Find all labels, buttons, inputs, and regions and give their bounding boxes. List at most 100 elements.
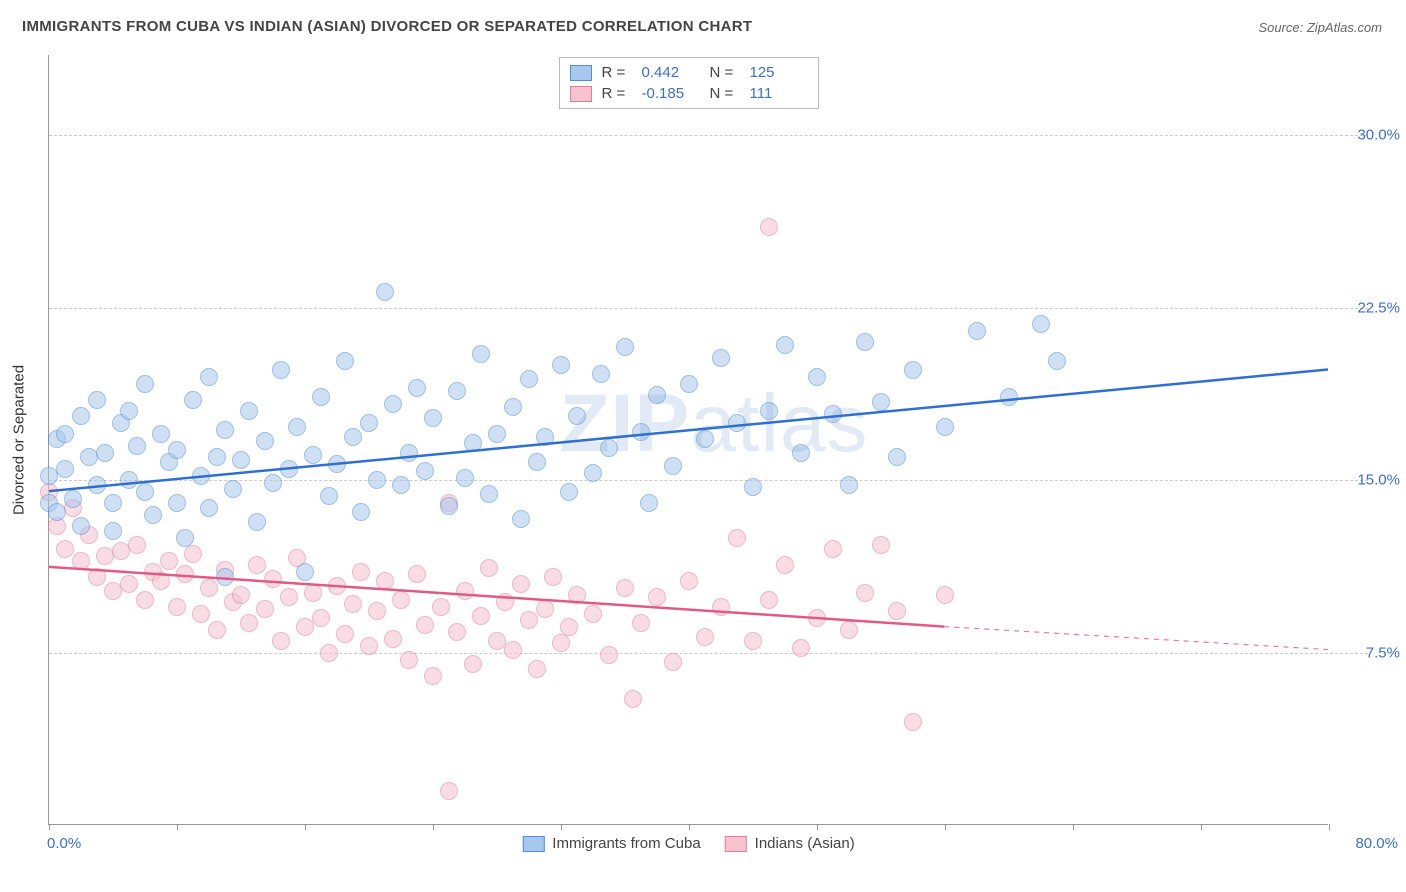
- x-tick: [689, 824, 690, 830]
- x-tick: [305, 824, 306, 830]
- point-blue: [696, 430, 714, 448]
- point-blue: [168, 441, 186, 459]
- point-blue: [96, 444, 114, 462]
- point-pink: [760, 591, 778, 609]
- point-blue: [168, 494, 186, 512]
- point-pink: [776, 556, 794, 574]
- point-blue: [936, 418, 954, 436]
- point-pink: [184, 545, 202, 563]
- point-blue: [904, 361, 922, 379]
- point-blue: [568, 407, 586, 425]
- point-blue: [1000, 388, 1018, 406]
- legend-swatch: [570, 86, 592, 102]
- legend-r-value: 0.442: [642, 64, 700, 81]
- legend-series: Immigrants from CubaIndians (Asian): [522, 835, 854, 852]
- point-blue: [320, 487, 338, 505]
- point-blue: [184, 391, 202, 409]
- point-blue: [648, 386, 666, 404]
- point-blue: [128, 437, 146, 455]
- point-blue: [472, 345, 490, 363]
- point-blue: [664, 457, 682, 475]
- scatter-points: [49, 55, 1328, 824]
- point-blue: [200, 368, 218, 386]
- x-tick: [177, 824, 178, 830]
- point-blue: [192, 467, 210, 485]
- x-tick-max: 80.0%: [1355, 835, 1398, 852]
- x-tick: [945, 824, 946, 830]
- point-blue: [528, 453, 546, 471]
- point-blue: [64, 490, 82, 508]
- point-pink: [496, 593, 514, 611]
- legend-n-value: 111: [750, 85, 808, 102]
- point-pink: [744, 632, 762, 650]
- x-tick: [1329, 824, 1330, 830]
- point-pink: [304, 584, 322, 602]
- point-pink: [384, 630, 402, 648]
- point-blue: [440, 497, 458, 515]
- point-blue: [288, 418, 306, 436]
- point-blue: [776, 336, 794, 354]
- point-blue: [304, 446, 322, 464]
- point-blue: [712, 349, 730, 367]
- point-blue: [72, 517, 90, 535]
- point-blue: [264, 474, 282, 492]
- point-pink: [136, 591, 154, 609]
- y-tick-label: 7.5%: [1366, 644, 1400, 661]
- point-blue: [824, 405, 842, 423]
- point-pink: [400, 651, 418, 669]
- point-pink: [344, 595, 362, 613]
- point-blue: [136, 483, 154, 501]
- chart-title: IMMIGRANTS FROM CUBA VS INDIAN (ASIAN) D…: [22, 18, 752, 35]
- point-blue: [504, 398, 522, 416]
- legend-swatch: [725, 836, 747, 852]
- point-blue: [136, 375, 154, 393]
- point-pink: [648, 588, 666, 606]
- legend-n-label: N =: [710, 85, 740, 102]
- point-pink: [792, 639, 810, 657]
- point-blue: [480, 485, 498, 503]
- point-pink: [336, 625, 354, 643]
- point-pink: [680, 572, 698, 590]
- point-pink: [272, 632, 290, 650]
- point-pink: [696, 628, 714, 646]
- point-blue: [744, 478, 762, 496]
- point-blue: [888, 448, 906, 466]
- point-blue: [488, 425, 506, 443]
- point-blue: [120, 402, 138, 420]
- point-pink: [208, 621, 226, 639]
- legend-n-value: 125: [750, 64, 808, 81]
- point-blue: [368, 471, 386, 489]
- point-blue: [1032, 315, 1050, 333]
- point-pink: [280, 588, 298, 606]
- point-blue: [216, 421, 234, 439]
- point-pink: [528, 660, 546, 678]
- point-blue: [520, 370, 538, 388]
- point-pink: [728, 529, 746, 547]
- point-blue: [88, 476, 106, 494]
- point-blue: [512, 510, 530, 528]
- point-blue: [464, 434, 482, 452]
- point-blue: [104, 522, 122, 540]
- legend-swatch: [522, 836, 544, 852]
- point-blue: [600, 439, 618, 457]
- point-blue: [856, 333, 874, 351]
- legend-series-label: Immigrants from Cuba: [552, 835, 700, 852]
- point-pink: [408, 565, 426, 583]
- point-pink: [872, 536, 890, 554]
- point-blue: [72, 407, 90, 425]
- point-blue: [88, 391, 106, 409]
- point-blue: [728, 414, 746, 432]
- point-blue: [808, 368, 826, 386]
- source-label: Source: ZipAtlas.com: [1258, 20, 1382, 35]
- point-blue: [792, 444, 810, 462]
- point-pink: [264, 570, 282, 588]
- point-blue: [224, 480, 242, 498]
- point-pink: [544, 568, 562, 586]
- point-blue: [1048, 352, 1066, 370]
- point-blue: [256, 432, 274, 450]
- point-blue: [400, 444, 418, 462]
- plot-area: Divorced or Separated 7.5%15.0%22.5%30.0…: [48, 55, 1328, 825]
- point-blue: [872, 393, 890, 411]
- point-blue: [216, 568, 234, 586]
- point-pink: [416, 616, 434, 634]
